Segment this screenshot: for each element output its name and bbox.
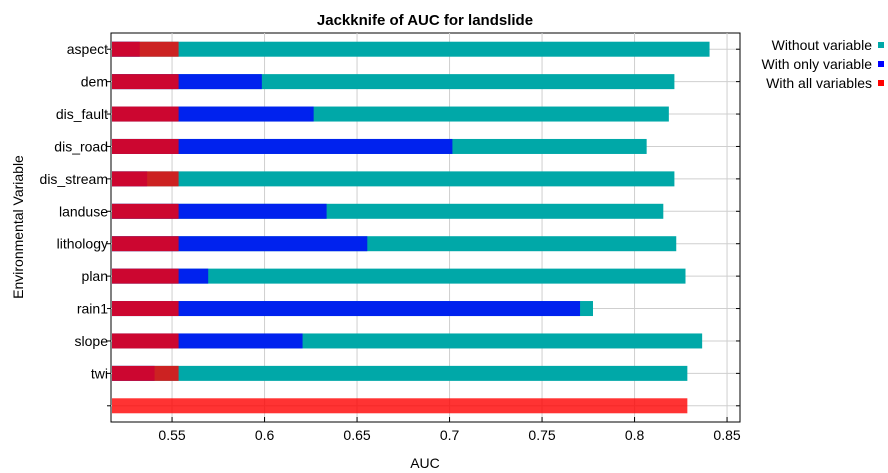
bar-without-variable <box>112 171 675 187</box>
y-axis-ticks: aspect dem dis_fault dis_road dis_streamland… <box>40 41 740 407</box>
bar-without-variable <box>112 41 710 57</box>
x-tick-label: 0.65 <box>343 427 370 443</box>
bar-with-only-variable <box>112 138 453 154</box>
legend-item-without-variable: Without variable <box>700 36 886 55</box>
bar-without-variable <box>112 365 688 381</box>
legend: Without variable With only variable With… <box>700 36 886 93</box>
legend-item-with-only-variable: With only variable <box>700 55 886 74</box>
y-tick-label: twi <box>91 365 108 381</box>
y-tick-label: aspect <box>67 41 108 57</box>
bar-with-all-variables <box>112 74 179 90</box>
x-tick-label: 0.8 <box>625 427 645 443</box>
y-tick-label: dis_fault <box>56 106 108 122</box>
bar-with-all-variables <box>112 268 179 284</box>
y-tick-label: dem <box>81 74 108 90</box>
x-tick-label: 0.55 <box>158 427 185 443</box>
x-axis-label: AUC <box>410 455 440 471</box>
x-tick-label: 0.7 <box>440 427 460 443</box>
legend-swatch <box>878 42 884 48</box>
legend-item-with-all-variables: With all variables <box>700 74 886 93</box>
y-tick-label: rain1 <box>77 301 108 317</box>
legend-label: With all variables <box>766 75 872 91</box>
y-tick-label: dis_road <box>54 138 108 154</box>
y-tick-label: lithology <box>57 236 108 252</box>
x-tick-label: 0.85 <box>713 427 740 443</box>
y-axis-label: Environmental Variable <box>10 155 26 299</box>
bar-with-all-variables <box>112 365 179 381</box>
bar-with-all-variables <box>112 203 179 219</box>
legend-swatch <box>878 80 884 86</box>
bar-with-only-variable <box>112 301 581 317</box>
legend-label: Without variable <box>771 37 872 53</box>
y-tick-label: plan <box>82 268 108 284</box>
y-tick-label: dis_stream <box>40 171 108 187</box>
legend-label: With only variable <box>761 56 873 72</box>
bar-with-all-variables <box>112 41 179 57</box>
bar-with-all-variables <box>112 301 179 317</box>
y-tick-label: landuse <box>59 203 108 219</box>
chart-title: Jackknife of AUC for landslide <box>317 12 533 29</box>
y-tick-label: slope <box>75 333 109 349</box>
legend-swatch <box>878 61 884 67</box>
bar-with-all-variables <box>112 138 179 154</box>
x-tick-label: 0.75 <box>528 427 555 443</box>
bar-with-all-variables <box>112 106 179 122</box>
bar-with-all-variables <box>112 398 688 414</box>
bar-without-variable <box>112 268 686 284</box>
bars <box>112 41 710 414</box>
bar-with-all-variables <box>112 236 179 252</box>
plot-area <box>110 32 741 423</box>
x-axis-ticks: 0.55 0.6 0.65 0.7 0.75 0.8 0.85 <box>158 417 741 443</box>
x-tick-label: 0.6 <box>255 427 275 443</box>
bar-with-all-variables <box>112 171 179 187</box>
bar-with-all-variables <box>112 333 179 349</box>
